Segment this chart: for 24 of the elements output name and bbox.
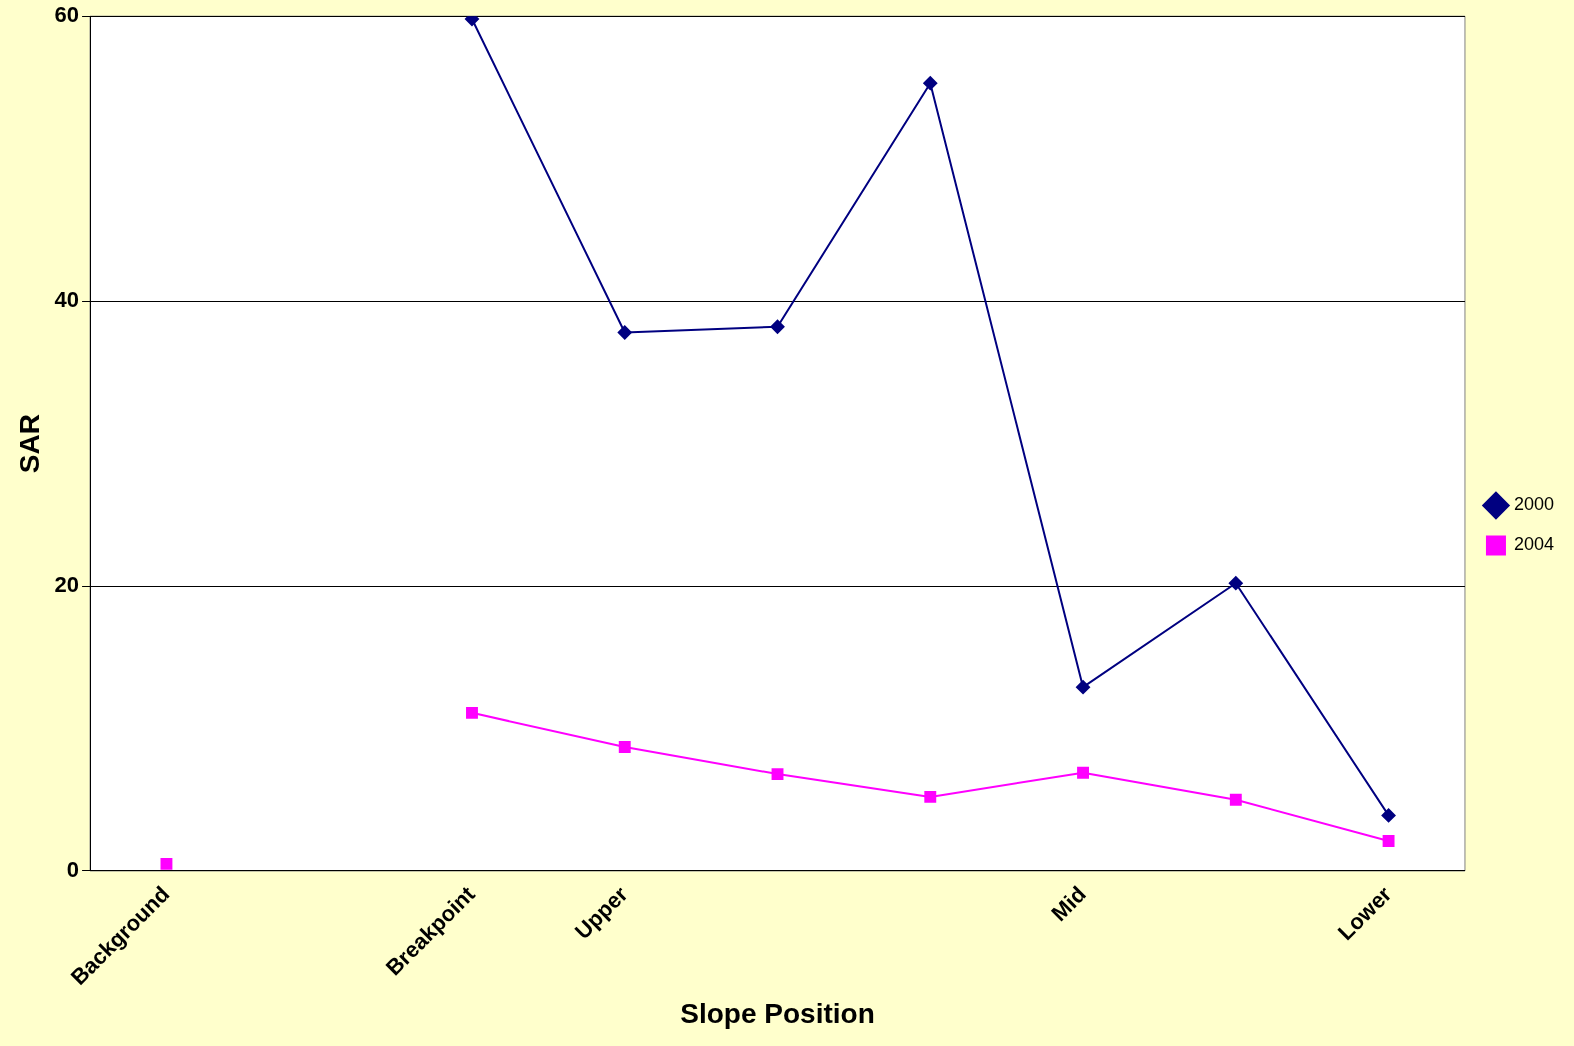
point [1077, 766, 1089, 779]
point [1229, 793, 1242, 806]
x-tick-label: Mid [1046, 881, 1091, 926]
point [466, 706, 478, 719]
point [1381, 808, 1396, 823]
point [923, 76, 938, 91]
point [617, 325, 632, 340]
point [770, 319, 785, 334]
point [1076, 680, 1091, 695]
y-tick-label: 60 [54, 2, 80, 28]
point [464, 16, 479, 27]
legend-label: 2000 [1513, 494, 1554, 515]
point [771, 768, 784, 781]
point [924, 790, 937, 803]
y-tick-label: 40 [54, 287, 80, 313]
point [160, 857, 173, 870]
y-tick-label: 0 [66, 857, 80, 883]
point [1382, 835, 1395, 848]
y-tick-label: 20 [54, 572, 80, 598]
legend-label: 2004 [1513, 534, 1554, 555]
y-axis-title: SAR [13, 414, 45, 474]
point [1228, 576, 1243, 591]
x-axis-title: Slope Position [680, 997, 875, 1029]
point [618, 741, 631, 753]
